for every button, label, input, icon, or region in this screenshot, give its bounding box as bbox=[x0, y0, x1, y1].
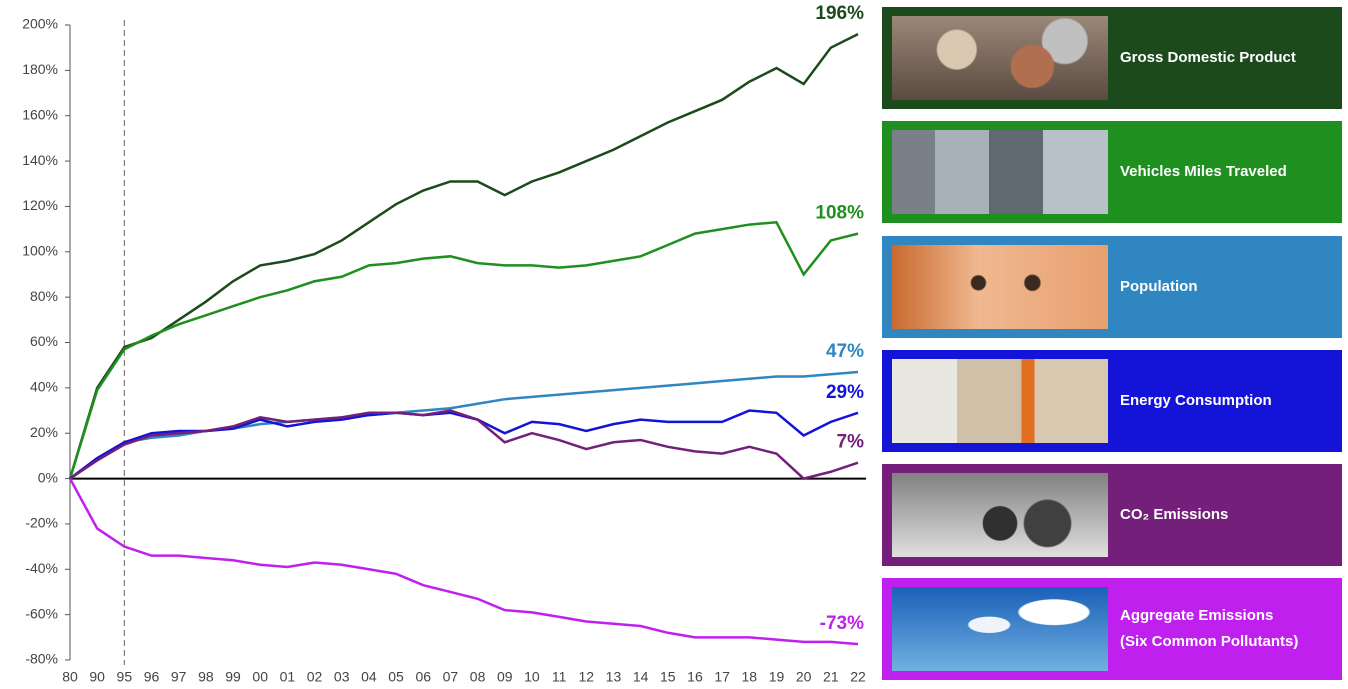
y-tick-label: 120% bbox=[22, 197, 58, 213]
x-tick-label: 10 bbox=[524, 669, 540, 685]
x-tick-label: 15 bbox=[660, 669, 676, 685]
x-tick-label: 96 bbox=[144, 669, 160, 685]
x-tick-label: 20 bbox=[796, 669, 812, 685]
series-line bbox=[68, 32, 859, 479]
x-tick-label: 95 bbox=[117, 669, 133, 685]
y-tick-label: -20% bbox=[25, 515, 58, 531]
y-tick-label: 160% bbox=[22, 106, 58, 122]
x-tick-label: 01 bbox=[280, 669, 296, 685]
x-tick-label: 03 bbox=[334, 669, 350, 685]
x-tick-label: 19 bbox=[769, 669, 785, 685]
x-tick-label: 13 bbox=[606, 669, 622, 685]
legend-image bbox=[892, 587, 1108, 671]
series-line bbox=[69, 409, 859, 480]
legend-label: Aggregate Emissions (Six Common Pollutan… bbox=[1120, 607, 1299, 650]
y-tick-label: -80% bbox=[25, 651, 58, 667]
x-tick-label: 11 bbox=[552, 669, 567, 685]
x-tick-label: 22 bbox=[850, 669, 866, 685]
legend-card: Population bbox=[882, 236, 1342, 338]
x-tick-label: 21 bbox=[823, 669, 839, 685]
x-tick-label: 02 bbox=[307, 669, 323, 685]
legend-image bbox=[892, 16, 1108, 100]
y-tick-label: -40% bbox=[25, 560, 58, 576]
y-tick-label: 60% bbox=[30, 333, 58, 349]
legend-card: Aggregate Emissions (Six Common Pollutan… bbox=[882, 578, 1342, 680]
end-label: 108% bbox=[815, 203, 864, 224]
x-tick-label: 14 bbox=[633, 669, 649, 685]
y-tick-label: 140% bbox=[22, 152, 58, 168]
legend-image bbox=[892, 473, 1108, 557]
x-tick-label: 18 bbox=[742, 669, 758, 685]
x-tick-label: 00 bbox=[252, 669, 268, 685]
series-line bbox=[69, 370, 859, 480]
x-tick-label: 17 bbox=[714, 669, 730, 685]
end-label: 47% bbox=[826, 341, 864, 362]
end-label: 29% bbox=[826, 382, 864, 403]
x-tick-label: 05 bbox=[388, 669, 404, 685]
x-tick-label: 16 bbox=[687, 669, 703, 685]
x-tick-label: 98 bbox=[198, 669, 214, 685]
x-tick-label: 12 bbox=[578, 669, 594, 685]
x-tick-label: 06 bbox=[415, 669, 431, 685]
legend-image bbox=[892, 359, 1108, 443]
y-tick-label: 20% bbox=[30, 424, 58, 440]
y-tick-label: 100% bbox=[22, 242, 58, 258]
legend-label: Gross Domestic Product bbox=[1120, 49, 1296, 66]
legend-card: Vehicles Miles Traveled bbox=[882, 121, 1342, 223]
series-line bbox=[68, 220, 859, 479]
x-tick-label: 04 bbox=[361, 669, 377, 685]
x-tick-label: 97 bbox=[171, 669, 187, 685]
x-tick-label: 80 bbox=[62, 669, 78, 685]
legend-label: CO₂ Emissions bbox=[1120, 506, 1229, 523]
x-tick-label: 99 bbox=[225, 669, 241, 685]
end-label: 7% bbox=[837, 432, 865, 453]
y-tick-label: 80% bbox=[30, 288, 58, 304]
legend-image bbox=[892, 245, 1108, 329]
x-tick-label: 07 bbox=[443, 669, 459, 685]
x-tick-label: 09 bbox=[497, 669, 513, 685]
y-tick-label: 200% bbox=[22, 16, 58, 32]
legend-card: Energy Consumption bbox=[882, 350, 1342, 452]
series-line bbox=[69, 409, 859, 480]
y-tick-label: 180% bbox=[22, 61, 58, 77]
end-label: -73% bbox=[820, 613, 864, 634]
legend-card: CO₂ Emissions bbox=[882, 464, 1342, 566]
x-tick-label: 90 bbox=[89, 669, 105, 685]
legend-card: Gross Domestic Product bbox=[882, 7, 1342, 109]
legend-label: Population bbox=[1120, 278, 1198, 295]
legend-label: Vehicles Miles Traveled bbox=[1120, 163, 1287, 180]
chart: -80% -60% -40% -20% 0% 20% 40% 60% 80% 100% 120% 14… bbox=[22, 3, 866, 685]
end-label: 196% bbox=[815, 3, 864, 24]
legend-label: Energy Consumption bbox=[1120, 392, 1272, 409]
series-line bbox=[68, 477, 859, 646]
y-tick-label: -60% bbox=[25, 605, 58, 621]
legend-image bbox=[892, 130, 1108, 214]
y-tick-label: 0% bbox=[38, 469, 58, 485]
x-tick-label: 08 bbox=[470, 669, 486, 685]
y-tick-label: 40% bbox=[30, 379, 58, 395]
